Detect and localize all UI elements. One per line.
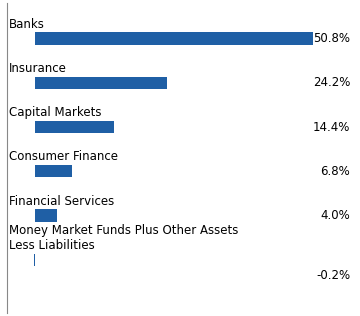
Text: Insurance: Insurance (9, 62, 67, 75)
Text: Money Market Funds Plus Other Assets
Less Liabilities: Money Market Funds Plus Other Assets Les… (9, 224, 238, 252)
Text: Consumer Finance: Consumer Finance (9, 150, 118, 163)
Text: Financial Services: Financial Services (9, 195, 114, 208)
Text: 14.4%: 14.4% (313, 120, 350, 134)
Bar (35, 209, 57, 222)
Bar (33, 253, 35, 266)
Text: 4.0%: 4.0% (320, 209, 350, 222)
Text: 50.8%: 50.8% (313, 32, 350, 45)
Bar (35, 165, 72, 178)
Text: Capital Markets: Capital Markets (9, 106, 102, 119)
Bar (35, 32, 313, 45)
Text: 6.8%: 6.8% (320, 165, 350, 178)
Bar (35, 121, 114, 133)
Text: -0.2%: -0.2% (316, 269, 350, 282)
Text: Banks: Banks (9, 18, 45, 31)
Bar (35, 76, 167, 89)
Text: 24.2%: 24.2% (313, 76, 350, 89)
